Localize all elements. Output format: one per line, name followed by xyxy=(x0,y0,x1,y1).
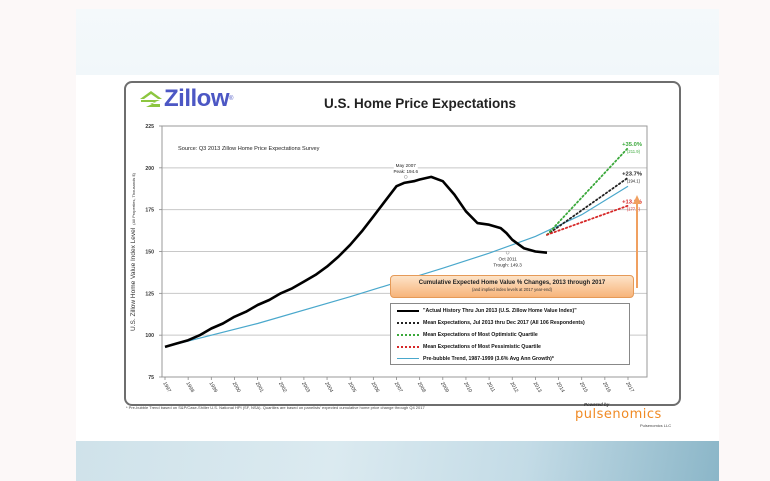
zillow-logo: Zillow ® xyxy=(138,84,233,114)
y-axis-label: U.S. Zillow Home Value Index Level (All P… xyxy=(130,172,137,331)
y-tick-label: 125 xyxy=(145,291,154,297)
legend-swatch-mean xyxy=(397,321,419,324)
annotation-value: Peak: 194.6 xyxy=(393,169,418,174)
callout-subtitle: (and implied index levels at 2017 year-e… xyxy=(471,287,553,292)
legend-item-optimistic: Mean Expectations of Most Optimistic Qua… xyxy=(397,329,538,340)
x-tick-label: 2009 xyxy=(439,381,450,394)
legend-item-pessimistic: Mean Expectations of Most Pessimistic Qu… xyxy=(397,341,541,352)
x-tick-label: 2005 xyxy=(346,381,357,394)
x-tick-label: 2008 xyxy=(416,381,427,394)
x-tick-label: 2012 xyxy=(509,381,520,394)
legend-label: Pre-bubble Trend, 1987-1999 (3.6% Avg An… xyxy=(423,355,554,362)
chart-title: U.S. Home Price Expectations xyxy=(323,96,517,111)
legend-swatch-optimistic xyxy=(397,333,419,336)
legend-swatch-trend xyxy=(397,358,419,359)
x-tick-label: 2010 xyxy=(462,381,473,394)
x-tick-label: 2011 xyxy=(485,381,496,394)
x-tick-label: 2013 xyxy=(532,381,543,394)
legend-label: Mean Expectations, Jul 2013 thru Dec 201… xyxy=(423,319,585,326)
annotation-marker xyxy=(404,175,408,179)
annotation-value: Trough: 149.3 xyxy=(493,263,522,268)
y-tick-label: 150 xyxy=(145,250,154,256)
x-tick-label: 1999 xyxy=(208,381,219,394)
x-tick-label: 2000 xyxy=(231,381,242,394)
x-tick-label: 2003 xyxy=(300,381,311,394)
legend-label: Mean Expectations of Most Optimistic Qua… xyxy=(423,331,538,338)
x-tick-label: 2004 xyxy=(323,381,334,394)
series-line-1 xyxy=(546,176,629,236)
forecast-pct-label: +13.1% xyxy=(622,200,642,206)
y-tick-label: 100 xyxy=(145,333,154,339)
callout-box: Cumulative Expected Home Value % Changes… xyxy=(390,275,634,298)
series-line-2 xyxy=(546,146,629,236)
callout-arrowhead xyxy=(633,195,641,204)
legend-label: Mean Expectations of Most Pessimistic Qu… xyxy=(423,343,541,350)
series-line-3 xyxy=(546,204,629,236)
series-line-4 xyxy=(164,185,629,348)
zillow-house-icon xyxy=(140,91,162,107)
legend-item-mean: Mean Expectations, Jul 2013 thru Dec 201… xyxy=(397,317,585,328)
chart-subtitle: Source: Q3 2013 Zillow Home Price Expect… xyxy=(178,146,320,152)
pulsenomics-logo: pulsenomics xyxy=(575,407,662,422)
x-tick-label: 1998 xyxy=(184,381,195,394)
slide-footer-band xyxy=(76,441,719,481)
legend-swatch-pessimistic xyxy=(397,345,419,348)
x-tick-label: 2001 xyxy=(254,381,265,394)
y-tick-label: 225 xyxy=(145,124,154,130)
zillow-logo-text: Zillow xyxy=(164,85,230,112)
x-tick-label: 1997 xyxy=(161,381,172,394)
forecast-pct-label: +23.7% xyxy=(622,172,642,178)
callout-title: Cumulative Expected Home Value % Changes… xyxy=(418,280,606,286)
forecast-level-label: (211.9) xyxy=(627,149,641,154)
x-tick-label: 2007 xyxy=(393,381,404,394)
powered-by-label: Powered by xyxy=(584,402,610,407)
legend-item-trend: Pre-bubble Trend, 1987-1999 (3.6% Avg An… xyxy=(397,353,554,364)
annotation-date: Oct 2011 xyxy=(498,257,517,262)
legend-label: "Actual History Thru Jun 2013 (U.S. Zill… xyxy=(423,307,577,314)
x-tick-label: 2016 xyxy=(601,381,612,394)
x-tick-label: 2015 xyxy=(578,381,589,394)
y-tick-label: 75 xyxy=(148,375,154,381)
y-axis-label-main: U.S. Zillow Home Value Index Level xyxy=(130,227,137,331)
annotation-marker xyxy=(505,250,510,255)
registered-mark: ® xyxy=(229,96,234,102)
y-tick-label: 200 xyxy=(145,166,154,172)
slide-header-band xyxy=(76,9,719,75)
y-axis-label-note: (All Properties, Thousands $) xyxy=(131,172,136,224)
annotation-bg xyxy=(393,161,418,175)
annotation-date: May 2007 xyxy=(396,163,417,168)
chart-legend: "Actual History Thru Jun 2013 (U.S. Zill… xyxy=(390,303,630,365)
legend-item-actual: "Actual History Thru Jun 2013 (U.S. Zill… xyxy=(397,305,577,316)
forecast-level-label: (194.1) xyxy=(627,179,641,184)
footnote: * Pre-bubble Trend based on S&P/Case-Shi… xyxy=(126,405,425,410)
forecast-pct-label: +35.0% xyxy=(622,142,642,148)
series-line-0 xyxy=(164,175,548,349)
forecast-level-label: (177.4) xyxy=(627,207,641,212)
x-tick-label: 2014 xyxy=(555,381,566,394)
y-tick-label: 175 xyxy=(145,208,154,214)
x-tick-label: 2017 xyxy=(624,381,635,394)
x-tick-label: 2006 xyxy=(370,381,381,394)
annotation-bg xyxy=(495,255,520,269)
legend-swatch-actual xyxy=(397,309,419,312)
x-tick-label: 2002 xyxy=(277,381,288,394)
pulsenomics-company: Pulsenomics LLC xyxy=(640,423,672,428)
